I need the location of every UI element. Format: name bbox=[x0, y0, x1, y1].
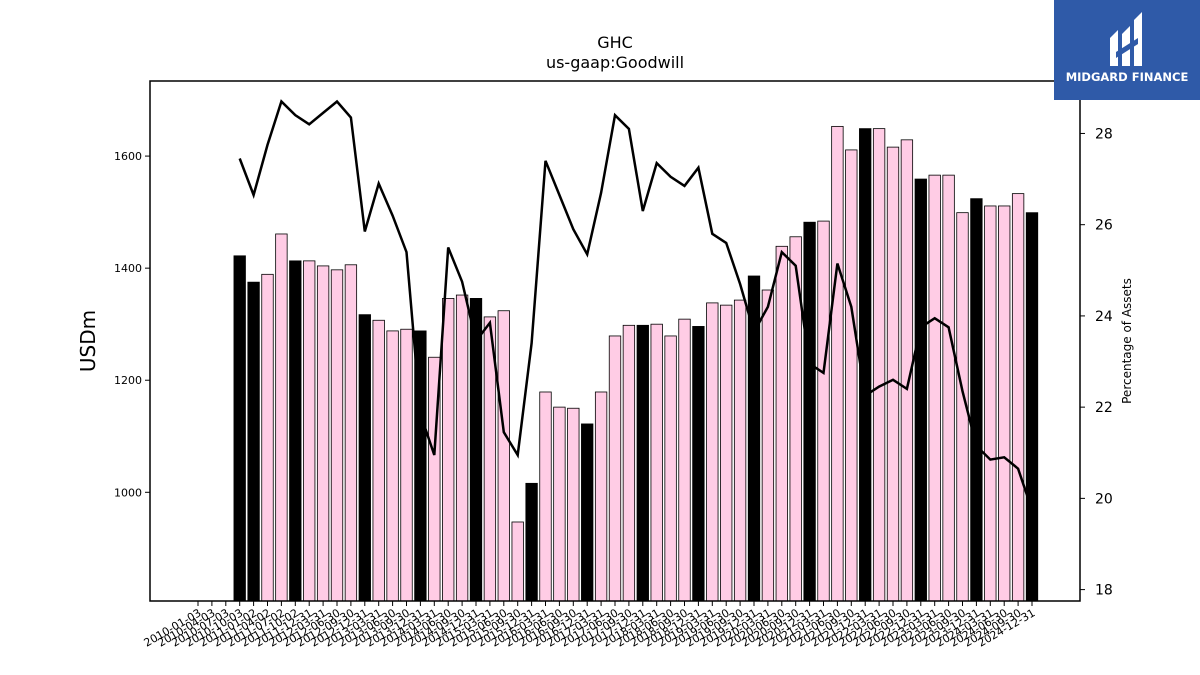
bar bbox=[247, 281, 260, 602]
y-tick-label: 1400 bbox=[114, 262, 142, 275]
bar bbox=[636, 324, 649, 602]
bar bbox=[581, 423, 594, 602]
bar bbox=[594, 391, 608, 602]
bar bbox=[442, 298, 455, 602]
y-axis-left: 1000 1200 1400 1600 bbox=[114, 150, 150, 499]
brand-logo: MIDGARD FINANCE bbox=[1054, 0, 1200, 100]
bar bbox=[261, 273, 274, 602]
bar bbox=[845, 149, 858, 602]
y-tick-label: 1600 bbox=[114, 150, 142, 163]
bar bbox=[303, 260, 316, 602]
bar bbox=[720, 304, 733, 602]
bar bbox=[622, 324, 636, 602]
bar bbox=[998, 205, 1011, 602]
bar bbox=[567, 407, 580, 602]
line-group bbox=[238, 99, 1034, 511]
bar bbox=[733, 299, 747, 602]
bar bbox=[553, 406, 566, 602]
y2-tick-label: 26 bbox=[1095, 218, 1113, 234]
y-axis-right: 18 20 22 24 26 28 bbox=[1080, 126, 1113, 599]
bar bbox=[469, 298, 483, 602]
bar bbox=[1025, 212, 1039, 602]
bar bbox=[525, 482, 538, 602]
midgard-logo-icon bbox=[1110, 12, 1142, 66]
y2-axis-label: Percentage of Assets bbox=[1120, 278, 1134, 404]
bar-group bbox=[233, 125, 1039, 602]
bar bbox=[275, 233, 288, 602]
y2-tick-label: 24 bbox=[1095, 309, 1113, 325]
bar bbox=[706, 302, 719, 602]
bar bbox=[970, 198, 983, 602]
y2-tick-label: 18 bbox=[1095, 583, 1113, 599]
chart-subtitle: us-gaap:Goodwill bbox=[546, 53, 684, 72]
y-tick-label: 1200 bbox=[114, 374, 142, 387]
y2-tick-label: 22 bbox=[1095, 400, 1113, 416]
bar bbox=[608, 335, 622, 602]
bar bbox=[692, 326, 705, 602]
bar bbox=[1011, 193, 1025, 602]
bar bbox=[400, 328, 413, 602]
bar bbox=[650, 323, 663, 602]
bar bbox=[664, 335, 677, 602]
line-series bbox=[238, 99, 1034, 511]
bar bbox=[984, 205, 997, 602]
bar bbox=[372, 319, 385, 602]
bar bbox=[539, 391, 552, 602]
bar bbox=[775, 245, 788, 602]
bar bbox=[455, 294, 469, 602]
x-axis: 2010-01-032010-04-032010-07-032010-10-03… bbox=[142, 601, 1038, 650]
bar bbox=[928, 174, 941, 602]
bar bbox=[678, 318, 691, 602]
bar bbox=[358, 314, 371, 602]
bar bbox=[761, 289, 775, 602]
bar bbox=[289, 260, 302, 602]
chart-title: GHC bbox=[597, 33, 633, 52]
bar bbox=[511, 521, 524, 602]
y-axis-label: USDm bbox=[76, 310, 100, 372]
y-tick-label: 1000 bbox=[114, 486, 142, 499]
y2-tick-label: 28 bbox=[1095, 126, 1113, 142]
bar bbox=[803, 221, 816, 602]
bar bbox=[942, 174, 955, 602]
bar bbox=[330, 269, 344, 602]
bar bbox=[817, 220, 830, 602]
bar bbox=[344, 264, 358, 602]
bar bbox=[872, 128, 886, 602]
bar bbox=[233, 255, 246, 602]
bar bbox=[886, 146, 900, 602]
bar bbox=[386, 330, 399, 602]
bar bbox=[316, 265, 330, 602]
bar bbox=[914, 178, 927, 602]
y2-tick-label: 20 bbox=[1095, 491, 1113, 507]
brand-logo-text: MIDGARD FINANCE bbox=[1065, 70, 1189, 84]
bar bbox=[497, 310, 510, 602]
bar bbox=[831, 125, 844, 602]
